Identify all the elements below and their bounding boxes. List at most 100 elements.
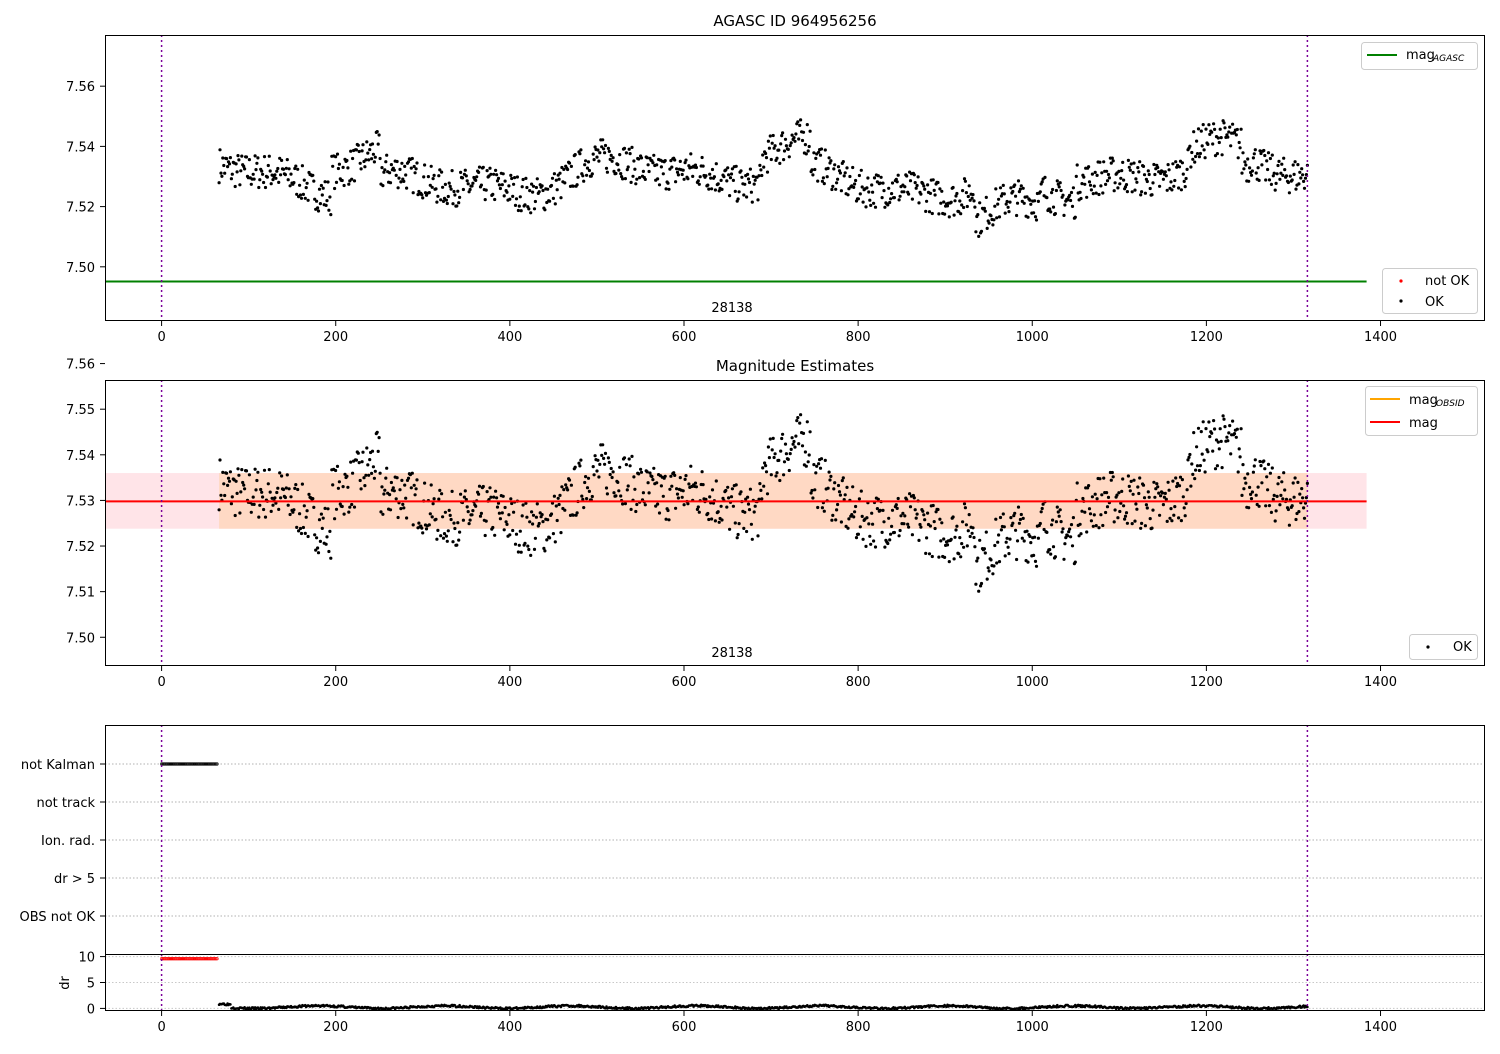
magnitude-point (341, 165, 345, 169)
magnitude-point (654, 504, 658, 508)
magnitude-point (1247, 506, 1251, 510)
magnitude-point (1063, 203, 1067, 207)
magnitude-point (337, 480, 341, 484)
magnitude-point (452, 521, 456, 525)
magnitude-point (1251, 470, 1255, 474)
magnitude-point (831, 184, 835, 188)
magnitude-point (585, 166, 590, 170)
x-tick-label: 800 (846, 1020, 871, 1035)
magnitude-point (1050, 523, 1054, 527)
magnitude-point (1156, 165, 1160, 170)
magnitude-point (1190, 150, 1194, 155)
magnitude-point (772, 146, 776, 150)
x-tick-label: 1000 (1016, 1020, 1049, 1035)
magnitude-point (1264, 504, 1268, 508)
magnitude-point (709, 176, 713, 180)
magnitude-point (303, 531, 307, 536)
magnitude-point (300, 482, 304, 486)
magnitude-point (1218, 127, 1222, 131)
magnitude-point (441, 536, 446, 540)
flag-category-label: OBS not OK (20, 910, 96, 925)
magnitude-point (587, 489, 592, 493)
magnitude-point (1126, 474, 1130, 478)
magnitude-point (1300, 167, 1304, 171)
magnitude-point (225, 157, 229, 161)
magnitude-point (370, 449, 375, 453)
magnitude-point (1113, 508, 1117, 512)
magnitude-point (856, 197, 861, 201)
magnitude-point (1017, 190, 1022, 194)
magnitude-point (765, 170, 770, 174)
magnitude-point (1263, 153, 1267, 158)
not-kalman-marker (173, 762, 177, 766)
magnitude-point (708, 172, 712, 176)
magnitude-point (584, 475, 588, 479)
magnitude-point (833, 481, 837, 485)
magnitude-point (997, 197, 1001, 201)
magnitude-point (758, 482, 762, 486)
magnitude-point (1187, 455, 1191, 459)
magnitude-point (962, 545, 966, 549)
dr-flagged-marker (176, 957, 180, 961)
magnitude-point (930, 554, 934, 559)
magnitude-point (623, 502, 628, 506)
magnitude-point (367, 473, 371, 477)
magnitude-point (1166, 480, 1170, 484)
magnitude-point (905, 174, 909, 178)
magnitude-point (463, 168, 467, 172)
magnitude-point (949, 537, 953, 542)
magnitude-point (697, 510, 701, 514)
magnitude-point (363, 165, 367, 169)
magnitude-point (1140, 190, 1144, 194)
magnitude-point (645, 156, 649, 160)
magnitude-point (700, 470, 704, 474)
magnitude-point (375, 130, 379, 134)
magnitude-point (1231, 419, 1235, 423)
magnitude-point (1085, 530, 1089, 534)
magnitude-point (1170, 188, 1174, 192)
magnitude-point (821, 176, 826, 180)
not-kalman-marker (195, 762, 199, 766)
magnitude-point (392, 489, 396, 493)
magnitude-point (1058, 181, 1062, 185)
magnitude-point (367, 158, 371, 162)
magnitude-point (871, 190, 875, 194)
magnitude-point (406, 476, 411, 480)
magnitude-point (610, 475, 614, 480)
magnitude-point (1056, 510, 1060, 514)
magnitude-point (774, 474, 778, 478)
magnitude-point (1172, 513, 1176, 517)
magnitude-point (890, 524, 894, 529)
magnitude-point (626, 484, 630, 488)
magnitude-point (371, 465, 375, 469)
dr-flagged-marker (189, 957, 193, 961)
magnitude-point (327, 208, 331, 212)
magnitude-point (1132, 161, 1136, 165)
magnitude-point (1079, 196, 1083, 201)
magnitude-point (1246, 157, 1250, 161)
estimates-plot-area (105, 380, 1367, 666)
magnitude-point (850, 513, 854, 517)
magnitude-point (485, 490, 489, 494)
magnitude-point (894, 503, 898, 507)
magnitude-point (587, 168, 592, 173)
magnitude-point (1259, 464, 1263, 468)
magnitude-point (1174, 476, 1178, 480)
magnitude-point (775, 471, 779, 475)
magnitude-point (438, 168, 442, 172)
magnitude-point (226, 476, 231, 480)
magnitude-point (441, 515, 445, 519)
magnitude-point (731, 178, 736, 182)
magnitude-point (406, 160, 411, 164)
magnitude-point (1184, 176, 1188, 181)
magnitude-point (1008, 200, 1012, 204)
magnitude-point (358, 478, 362, 483)
magnitude-point (1207, 420, 1211, 424)
magnitude-point (707, 517, 711, 522)
magnitude-point (532, 547, 537, 552)
magnitude-point (517, 543, 521, 547)
magnitude-point (892, 530, 897, 535)
magnitude-point (603, 462, 607, 466)
magnitude-point (349, 460, 353, 464)
not-kalman-marker (185, 762, 189, 766)
